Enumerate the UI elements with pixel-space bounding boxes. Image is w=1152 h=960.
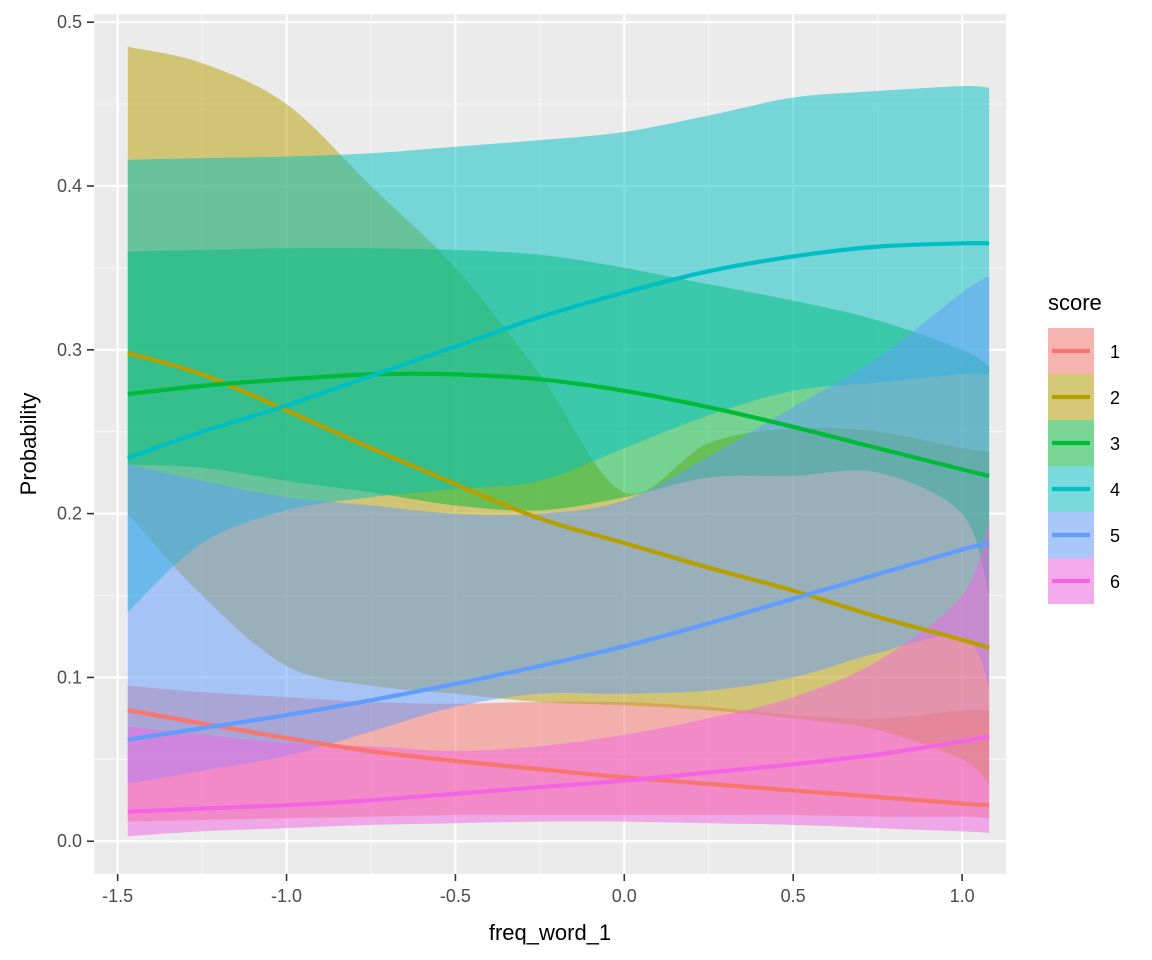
legend: score 1 2 3 4 5 6 (1048, 290, 1120, 604)
line-score-5 (127, 541, 990, 742)
legend-title: score (1048, 290, 1102, 315)
ribbon-score-6 (127, 521, 990, 837)
y-axis: 0.0 0.1 0.2 0.3 0.4 0.5 (57, 12, 94, 851)
x-tick-label: -0.5 (440, 886, 471, 906)
legend-label: 4 (1110, 480, 1120, 500)
y-tick-label: 0.1 (57, 667, 82, 687)
x-tick-label: -1.0 (271, 886, 302, 906)
line-score-1 (127, 708, 990, 808)
legend-item-6: 6 (1048, 558, 1120, 604)
x-tick-label: 0.0 (612, 886, 637, 906)
y-tick-label: 0.5 (57, 12, 82, 32)
x-tick-label: 1.0 (950, 886, 975, 906)
y-tick-label: 0.2 (57, 504, 82, 524)
legend-item-5: 5 (1048, 512, 1120, 558)
confidence-ribbons (127, 46, 990, 837)
legend-item-4: 4 (1048, 466, 1120, 512)
x-axis: -1.5 -1.0 -0.5 0.0 0.5 1.0 (102, 874, 975, 906)
legend-item-3: 3 (1048, 420, 1120, 466)
legend-item-1: 1 (1048, 328, 1120, 374)
legend-label: 5 (1110, 526, 1120, 546)
legend-item-2: 2 (1048, 374, 1120, 420)
y-tick-label: 0.3 (57, 340, 82, 360)
line-score-3 (127, 371, 990, 478)
legend-label: 2 (1110, 388, 1120, 408)
line-score-4 (127, 240, 990, 460)
x-axis-title: freq_word_1 (489, 920, 611, 945)
ribbon-score-4 (127, 85, 990, 612)
series-lines (127, 240, 990, 814)
line-score-6 (127, 734, 990, 814)
y-axis-title: Probability (16, 393, 41, 496)
legend-label: 3 (1110, 434, 1120, 454)
x-tick-label: -1.5 (102, 886, 133, 906)
ribbon-score-5 (127, 276, 990, 784)
legend-label: 1 (1110, 342, 1120, 362)
y-tick-label: 0.4 (57, 176, 82, 196)
legend-label: 6 (1110, 572, 1120, 592)
x-tick-label: 0.5 (781, 886, 806, 906)
y-tick-label: 0.0 (57, 831, 82, 851)
